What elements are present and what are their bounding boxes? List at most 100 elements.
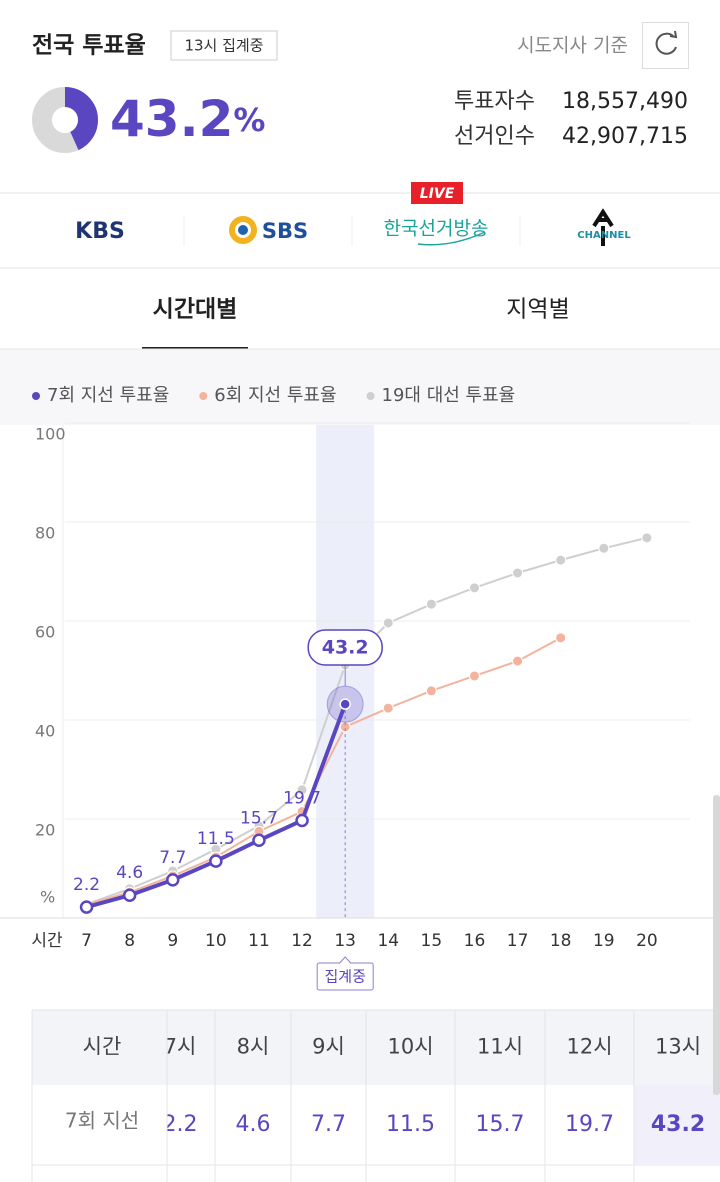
- legend-label: 19대 대선 투표율: [382, 385, 516, 406]
- stat-value: 18,557,490: [562, 89, 688, 114]
- x-tick-label: 13: [334, 931, 356, 951]
- y-tick-label: 20: [35, 821, 55, 840]
- badge-box: [170, 30, 278, 61]
- sbs-logo[interactable]: SBS: [262, 219, 308, 243]
- x-tick-label: 15: [421, 931, 443, 951]
- point: [339, 698, 351, 710]
- x-tick-label: 20: [636, 931, 658, 951]
- turnout-value: 43.2: [110, 90, 233, 148]
- column-header: 시간: [83, 1035, 122, 1059]
- cell-value: 11.5: [386, 1112, 435, 1137]
- donut-value: [32, 87, 98, 153]
- data-label: 4.6: [116, 863, 143, 883]
- stat-label: 선거인수: [454, 124, 535, 149]
- cell-value: 15.7: [476, 1112, 525, 1137]
- column-header: 9시: [312, 1035, 345, 1059]
- point: [122, 888, 137, 902]
- current-cell-bg: [634, 1085, 720, 1165]
- x-tick-label: 10: [205, 931, 227, 951]
- point: [555, 554, 567, 566]
- column-header: 13시: [655, 1035, 701, 1059]
- point: [79, 900, 94, 914]
- callout-label: 43.2: [322, 637, 369, 659]
- title: 전국 투표율: [32, 33, 146, 59]
- series-line: [86, 636, 562, 906]
- stat-label: 투표자수: [454, 89, 535, 114]
- point: [252, 833, 266, 848]
- column-header: 11시: [477, 1035, 523, 1059]
- stat-value: 42,907,715: [562, 124, 688, 149]
- x-tick-label: 19: [593, 931, 615, 951]
- tab[interactable]: 지역별: [506, 297, 569, 323]
- x-tick-label: 18: [550, 931, 572, 951]
- legend-dot: [199, 392, 208, 400]
- turnout-donut: [32, 87, 98, 153]
- point: [425, 685, 437, 697]
- data-label: 11.5: [197, 829, 235, 849]
- point: [166, 873, 180, 887]
- badge: 13시 집계중: [184, 37, 263, 55]
- table-header-bg: [32, 1010, 720, 1085]
- data-label: 19.7: [283, 788, 321, 808]
- kbs-logo[interactable]: KBS: [75, 219, 125, 244]
- live-badge: [411, 182, 463, 204]
- y-unit: %: [40, 888, 55, 907]
- point: [425, 598, 437, 610]
- table-scroll: 7시 2.2 8시 4.6 9시 7.7 10시 11.5 11시 15.7 12시 19.7 13시 4…: [163, 1035, 705, 1138]
- cell-value: 19.7: [565, 1112, 614, 1137]
- tab-active[interactable]: 시간대별: [153, 297, 238, 323]
- x-tick-label: 16: [464, 931, 486, 951]
- point: [382, 617, 394, 629]
- data-label: 15.7: [240, 808, 278, 828]
- point: [468, 582, 480, 594]
- refresh-arrow: [669, 30, 678, 39]
- legend-band: [0, 349, 720, 425]
- tab-underline: [142, 347, 248, 349]
- column-header: 7시: [164, 1035, 197, 1059]
- channel-a-mark: [592, 208, 614, 246]
- etv-logo[interactable]: 한국선거방송: [384, 218, 489, 240]
- x-tick-label: 8: [124, 931, 135, 951]
- x-tick-label: 9: [167, 931, 178, 951]
- turnout-unit: %: [233, 101, 265, 139]
- y-tick-label: 80: [35, 524, 55, 543]
- table: 7시 2.2 8시 4.6 9시 7.7 10시 11.5 11시 15.7 12시 19.7 13시 4…: [31, 1009, 720, 1182]
- x-tick-label: 12: [291, 931, 313, 951]
- y-tick-label: 100: [35, 425, 66, 444]
- annotation-pointer: [338, 956, 352, 964]
- legend-label: 6회 지선 투표율: [214, 385, 336, 406]
- x-tick-label: 7: [81, 931, 92, 951]
- point: [555, 632, 567, 644]
- point: [512, 567, 524, 579]
- chart: 20 40 60 80 100% 시간 7 8 9 10 11 12 13 14 15 16 17 18 19 20 집…: [0, 422, 720, 991]
- cell-value: 2.2: [163, 1112, 198, 1137]
- refresh-icon: [655, 32, 677, 55]
- x-tick-label: 17: [507, 931, 529, 951]
- cell-value: 43.2: [651, 1112, 705, 1137]
- legend-dot: [32, 392, 40, 400]
- cell-value: 7.7: [311, 1112, 346, 1137]
- legend: 7회 지선 투표율 6회 지선 투표율 19대 대선 투표율: [32, 385, 515, 406]
- etv-swoosh: [417, 231, 486, 246]
- point: [295, 813, 309, 828]
- basis: 시도지사 기준: [517, 35, 628, 57]
- y-tick-label: 60: [35, 623, 55, 642]
- legend-label: 7회 지선 투표율: [47, 385, 169, 406]
- row-label: 7회 지선: [65, 1109, 139, 1133]
- scrollbar[interactable]: [713, 795, 720, 1095]
- x-tick-label: 14: [377, 931, 399, 951]
- x-axis-label: 시간: [31, 931, 63, 951]
- live-text: LIVE: [420, 186, 455, 202]
- data-label: 2.2: [73, 875, 100, 895]
- refresh-button[interactable]: [642, 22, 689, 69]
- column-header: 12시: [566, 1035, 612, 1059]
- sbs-dot: [238, 225, 248, 235]
- data-label: 7.7: [159, 848, 186, 868]
- point: [512, 655, 524, 667]
- y-tick-label: 40: [35, 722, 55, 741]
- callout-box: [307, 629, 383, 666]
- x-tick-label: 11: [248, 931, 270, 951]
- channel-a-logo[interactable]: CHANNEL: [577, 230, 631, 241]
- point: [598, 542, 610, 554]
